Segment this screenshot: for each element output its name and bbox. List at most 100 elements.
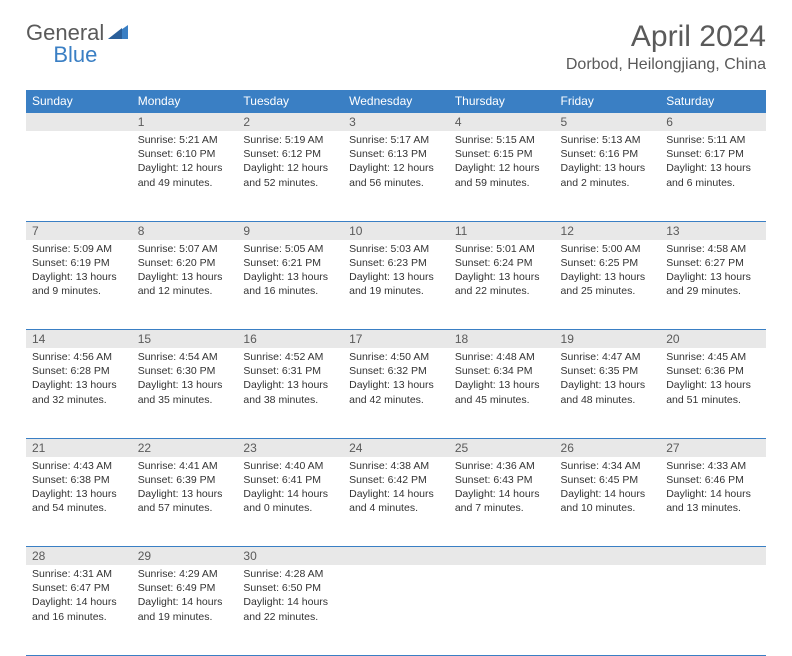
day-cell: Sunrise: 4:40 AMSunset: 6:41 PMDaylight:… xyxy=(237,457,343,547)
day-cell: Sunrise: 5:01 AMSunset: 6:24 PMDaylight:… xyxy=(449,240,555,330)
day-number: 22 xyxy=(132,439,238,457)
day-cell: Sunrise: 5:05 AMSunset: 6:21 PMDaylight:… xyxy=(237,240,343,330)
weekday-header: Monday xyxy=(132,90,238,113)
day-details: Sunrise: 4:56 AMSunset: 6:28 PMDaylight:… xyxy=(26,348,132,411)
title-block: April 2024 Dorbod, Heilongjiang, China xyxy=(566,20,766,74)
day-number-cell: 2 xyxy=(237,113,343,132)
weekday-header: Tuesday xyxy=(237,90,343,113)
day-number-cell: 22 xyxy=(132,438,238,457)
day-details: Sunrise: 5:00 AMSunset: 6:25 PMDaylight:… xyxy=(555,240,661,303)
day-cell: Sunrise: 4:45 AMSunset: 6:36 PMDaylight:… xyxy=(660,348,766,438)
day-details: Sunrise: 5:21 AMSunset: 6:10 PMDaylight:… xyxy=(132,131,238,194)
day-details: Sunrise: 4:58 AMSunset: 6:27 PMDaylight:… xyxy=(660,240,766,303)
day-number-cell: 16 xyxy=(237,330,343,349)
day-cell: Sunrise: 4:34 AMSunset: 6:45 PMDaylight:… xyxy=(555,457,661,547)
day-details: Sunrise: 4:47 AMSunset: 6:35 PMDaylight:… xyxy=(555,348,661,411)
day-details: Sunrise: 4:52 AMSunset: 6:31 PMDaylight:… xyxy=(237,348,343,411)
day-number-cell: 27 xyxy=(660,438,766,457)
location: Dorbod, Heilongjiang, China xyxy=(566,56,766,74)
day-number-cell: 8 xyxy=(132,221,238,240)
day-details: Sunrise: 4:33 AMSunset: 6:46 PMDaylight:… xyxy=(660,457,766,520)
day-number-cell: 28 xyxy=(26,547,132,566)
day-number-cell: 13 xyxy=(660,221,766,240)
day-number: 26 xyxy=(555,439,661,457)
day-number xyxy=(449,547,555,565)
day-number: 2 xyxy=(237,113,343,131)
day-cell: Sunrise: 4:31 AMSunset: 6:47 PMDaylight:… xyxy=(26,565,132,655)
day-number: 17 xyxy=(343,330,449,348)
day-number: 27 xyxy=(660,439,766,457)
day-number: 14 xyxy=(26,330,132,348)
day-number-cell xyxy=(26,113,132,132)
day-number-cell xyxy=(449,547,555,566)
day-number-cell: 17 xyxy=(343,330,449,349)
day-cell: Sunrise: 4:58 AMSunset: 6:27 PMDaylight:… xyxy=(660,240,766,330)
logo-text-blue: Blue xyxy=(53,42,97,67)
day-cell: Sunrise: 4:29 AMSunset: 6:49 PMDaylight:… xyxy=(132,565,238,655)
day-cell: Sunrise: 4:50 AMSunset: 6:32 PMDaylight:… xyxy=(343,348,449,438)
day-number: 1 xyxy=(132,113,238,131)
month-title: April 2024 xyxy=(566,20,766,54)
day-details: Sunrise: 4:34 AMSunset: 6:45 PMDaylight:… xyxy=(555,457,661,520)
day-number-cell: 6 xyxy=(660,113,766,132)
day-cell: Sunrise: 4:52 AMSunset: 6:31 PMDaylight:… xyxy=(237,348,343,438)
day-cell: Sunrise: 5:11 AMSunset: 6:17 PMDaylight:… xyxy=(660,131,766,221)
day-details: Sunrise: 4:31 AMSunset: 6:47 PMDaylight:… xyxy=(26,565,132,628)
day-cell: Sunrise: 4:54 AMSunset: 6:30 PMDaylight:… xyxy=(132,348,238,438)
day-details: Sunrise: 5:07 AMSunset: 6:20 PMDaylight:… xyxy=(132,240,238,303)
day-number-cell: 9 xyxy=(237,221,343,240)
day-cell: Sunrise: 4:47 AMSunset: 6:35 PMDaylight:… xyxy=(555,348,661,438)
day-details: Sunrise: 4:45 AMSunset: 6:36 PMDaylight:… xyxy=(660,348,766,411)
day-number: 16 xyxy=(237,330,343,348)
weekday-header-row: SundayMondayTuesdayWednesdayThursdayFrid… xyxy=(26,90,766,113)
day-cell xyxy=(343,565,449,655)
weekday-header: Sunday xyxy=(26,90,132,113)
day-number: 29 xyxy=(132,547,238,565)
daynum-row: 21222324252627 xyxy=(26,438,766,457)
day-cell: Sunrise: 5:17 AMSunset: 6:13 PMDaylight:… xyxy=(343,131,449,221)
day-details: Sunrise: 4:29 AMSunset: 6:49 PMDaylight:… xyxy=(132,565,238,628)
day-number-cell: 11 xyxy=(449,221,555,240)
day-number: 13 xyxy=(660,222,766,240)
day-number-cell: 7 xyxy=(26,221,132,240)
day-number-cell: 26 xyxy=(555,438,661,457)
day-number xyxy=(26,113,132,131)
day-number: 12 xyxy=(555,222,661,240)
day-cell xyxy=(555,565,661,655)
day-number: 23 xyxy=(237,439,343,457)
day-number: 25 xyxy=(449,439,555,457)
day-cell: Sunrise: 4:41 AMSunset: 6:39 PMDaylight:… xyxy=(132,457,238,547)
day-details: Sunrise: 4:38 AMSunset: 6:42 PMDaylight:… xyxy=(343,457,449,520)
day-number-cell: 1 xyxy=(132,113,238,132)
day-number: 5 xyxy=(555,113,661,131)
day-cell xyxy=(26,131,132,221)
daynum-row: 14151617181920 xyxy=(26,330,766,349)
calendar-body: 1 23 456 Sunrise: 5:21 AMSunset: 6:10 PMDay… xyxy=(26,113,766,656)
day-details: Sunrise: 5:09 AMSunset: 6:19 PMDaylight:… xyxy=(26,240,132,303)
day-details: Sunrise: 4:36 AMSunset: 6:43 PMDaylight:… xyxy=(449,457,555,520)
day-cell: Sunrise: 5:03 AMSunset: 6:23 PMDaylight:… xyxy=(343,240,449,330)
daynum-row: 78910111213 xyxy=(26,221,766,240)
week-row: Sunrise: 4:43 AMSunset: 6:38 PMDaylight:… xyxy=(26,457,766,547)
day-number: 4 xyxy=(449,113,555,131)
day-number: 6 xyxy=(660,113,766,131)
day-number xyxy=(555,547,661,565)
day-number-cell: 15 xyxy=(132,330,238,349)
day-cell xyxy=(660,565,766,655)
day-number-cell: 14 xyxy=(26,330,132,349)
day-number-cell xyxy=(343,547,449,566)
day-number: 10 xyxy=(343,222,449,240)
day-number: 15 xyxy=(132,330,238,348)
day-details: Sunrise: 5:19 AMSunset: 6:12 PMDaylight:… xyxy=(237,131,343,194)
day-number-cell: 20 xyxy=(660,330,766,349)
day-details: Sunrise: 5:17 AMSunset: 6:13 PMDaylight:… xyxy=(343,131,449,194)
weekday-header: Wednesday xyxy=(343,90,449,113)
day-details: Sunrise: 4:54 AMSunset: 6:30 PMDaylight:… xyxy=(132,348,238,411)
week-row: Sunrise: 4:56 AMSunset: 6:28 PMDaylight:… xyxy=(26,348,766,438)
day-number: 20 xyxy=(660,330,766,348)
day-details: Sunrise: 5:11 AMSunset: 6:17 PMDaylight:… xyxy=(660,131,766,194)
day-details: Sunrise: 5:15 AMSunset: 6:15 PMDaylight:… xyxy=(449,131,555,194)
day-details: Sunrise: 4:28 AMSunset: 6:50 PMDaylight:… xyxy=(237,565,343,628)
day-cell: Sunrise: 4:28 AMSunset: 6:50 PMDaylight:… xyxy=(237,565,343,655)
day-number-cell: 21 xyxy=(26,438,132,457)
